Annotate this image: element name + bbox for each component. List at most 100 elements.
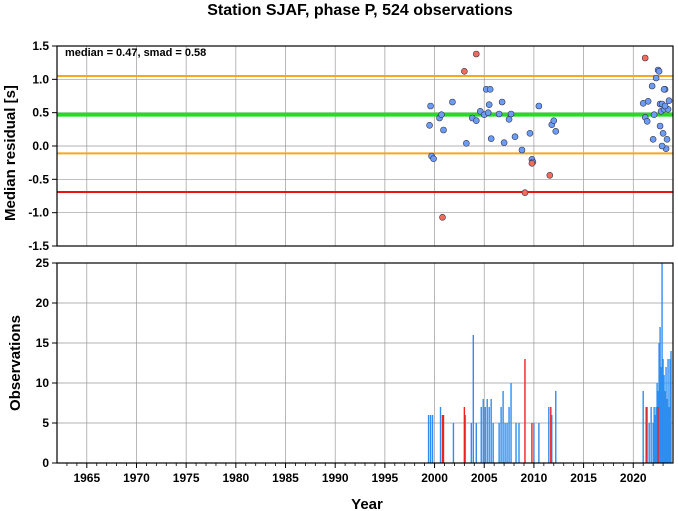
x-tick-label: 1980 <box>222 471 249 485</box>
data-point <box>550 117 558 124</box>
y-tick-label: 1.5 <box>32 39 49 53</box>
bar <box>650 407 652 463</box>
data-point <box>438 111 445 118</box>
bar <box>648 423 650 463</box>
bar <box>667 359 669 463</box>
x-tick-label: 2020 <box>620 471 647 485</box>
data-point <box>650 111 658 118</box>
x-tick-label: 2010 <box>521 471 548 485</box>
bar <box>653 407 655 463</box>
data-point <box>656 122 664 130</box>
bar <box>659 327 661 463</box>
y-tick-label: 1.0 <box>32 72 49 86</box>
bar <box>670 351 672 463</box>
y-tick-label: 10 <box>36 376 50 390</box>
bar <box>484 407 486 463</box>
x-tick-label: 1995 <box>372 471 399 485</box>
bar <box>652 423 654 463</box>
bar <box>427 415 430 463</box>
plot-frame <box>56 262 674 464</box>
data-point <box>507 110 515 118</box>
x-tick-label: 1970 <box>123 471 150 485</box>
bar <box>442 415 445 463</box>
plot-frame <box>56 45 674 247</box>
y-tick-label: -1.0 <box>28 206 49 220</box>
data-point <box>643 118 651 125</box>
bar <box>550 407 552 463</box>
bar <box>664 391 666 463</box>
x-tick-label: 1985 <box>272 471 299 485</box>
y-tick-label: 25 <box>36 256 50 270</box>
data-point <box>427 102 434 110</box>
bar <box>486 399 488 463</box>
bar <box>508 407 510 463</box>
data-point <box>648 82 656 90</box>
bar <box>524 359 526 463</box>
data-point <box>552 128 560 135</box>
data-point <box>439 214 446 221</box>
data-point <box>663 136 671 143</box>
data-point <box>449 98 456 106</box>
data-point <box>440 126 447 134</box>
y-tick-label: 0.5 <box>32 106 49 120</box>
bar <box>665 367 667 463</box>
data-point <box>430 155 437 162</box>
bar <box>669 359 671 463</box>
bar <box>662 359 664 463</box>
bar <box>439 407 442 463</box>
bar <box>642 391 644 463</box>
data-point <box>463 140 470 147</box>
y-axis-label-observations: Observations <box>7 315 24 411</box>
data-point <box>655 68 663 75</box>
bar <box>498 423 500 463</box>
data-point <box>661 102 669 110</box>
bar <box>531 423 533 463</box>
data-point <box>472 50 480 58</box>
bar <box>657 407 659 463</box>
data-point <box>426 122 433 129</box>
bar <box>666 399 668 463</box>
y-tick-label: -1.5 <box>28 239 49 253</box>
bar <box>548 407 550 463</box>
data-point <box>511 133 519 140</box>
bar <box>506 423 508 463</box>
data-point <box>652 74 660 82</box>
bar <box>533 423 535 463</box>
bar <box>431 415 434 463</box>
data-point <box>644 98 652 105</box>
data-point <box>461 68 468 75</box>
bar <box>538 423 540 463</box>
data-point <box>487 135 495 142</box>
data-point <box>526 130 534 137</box>
bar <box>488 407 490 463</box>
data-point <box>535 102 543 110</box>
y-axis-label-residual: Median residual [s] <box>2 85 19 221</box>
y-tick-label: 15 <box>36 336 50 350</box>
x-tick-label: 2000 <box>421 471 448 485</box>
data-point <box>546 172 554 179</box>
x-tick-label: 1965 <box>73 471 100 485</box>
bar <box>510 383 512 463</box>
data-point <box>486 86 494 93</box>
data-point <box>658 142 666 150</box>
bar <box>463 407 466 463</box>
bar <box>661 263 663 463</box>
bar <box>470 423 473 463</box>
bar <box>656 383 658 463</box>
bar <box>441 415 444 463</box>
y-tick-label: 0 <box>42 456 49 470</box>
y-tick-label: -0.5 <box>28 172 49 186</box>
data-point <box>641 54 649 62</box>
bar <box>475 423 477 463</box>
bar <box>482 399 484 463</box>
data-point <box>484 109 492 116</box>
data-point <box>649 136 657 143</box>
bar <box>429 415 432 463</box>
bar <box>464 415 467 463</box>
chart-title: Station SJAF, phase P, 524 observations <box>207 2 513 19</box>
bar <box>551 415 553 463</box>
data-point <box>659 130 667 137</box>
data-point <box>521 189 529 196</box>
bar <box>500 407 502 463</box>
